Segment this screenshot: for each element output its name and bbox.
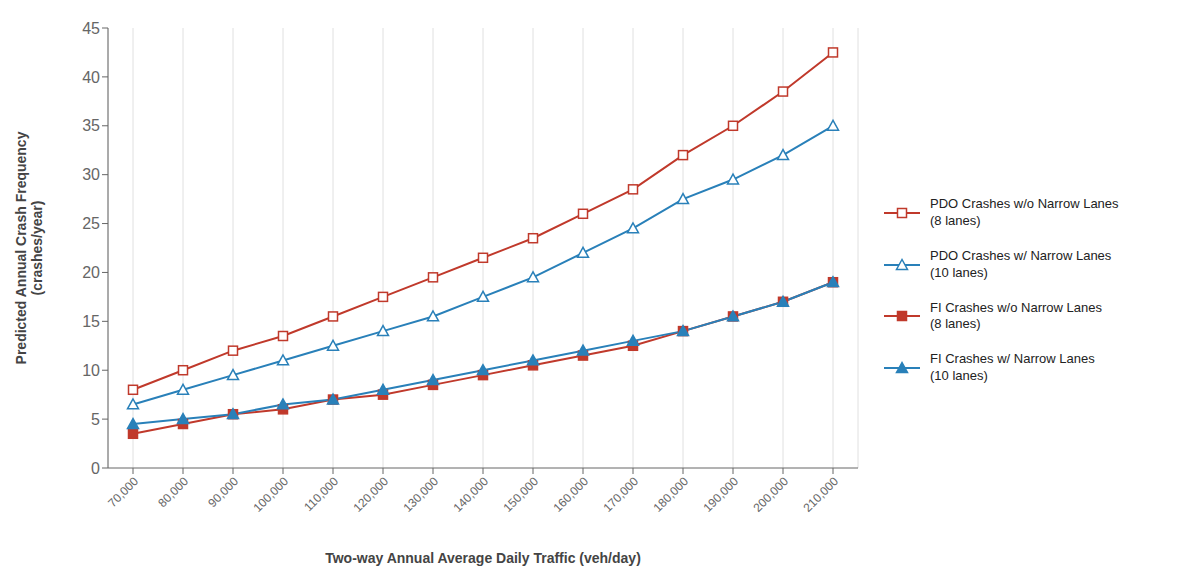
svg-text:30: 30 <box>82 166 100 183</box>
svg-text:150,000: 150,000 <box>501 474 542 515</box>
svg-text:80,000: 80,000 <box>155 474 191 510</box>
html-text:FI Crashes w/ Narrow Lanes (10: FI Crashes w/ Narrow Lanes (10 lanes) <box>930 351 1095 384</box>
svg-text:170,000: 170,000 <box>601 474 642 515</box>
svg-text:20: 20 <box>82 264 100 281</box>
svg-text:0: 0 <box>91 460 100 477</box>
svg-text:15: 15 <box>82 313 100 330</box>
svg-text:210,000: 210,000 <box>801 474 842 515</box>
svg-text:Two-way Annual Average Daily T: Two-way Annual Average Daily Traffic (ve… <box>325 550 641 566</box>
svg-text:190,000: 190,000 <box>701 474 742 515</box>
svg-text:110,000: 110,000 <box>301 474 341 514</box>
svg-text:120,000: 120,000 <box>351 474 392 515</box>
svg-text:160,000: 160,000 <box>551 474 592 515</box>
svg-text:35: 35 <box>82 117 100 134</box>
svg-text:180,000: 180,000 <box>651 474 692 515</box>
html-text:FI Crashes w/o Narrow Lanes (8: FI Crashes w/o Narrow Lanes (8 lanes) <box>930 299 1102 332</box>
svg-text:Predicted Annual Crash Frequen: Predicted Annual Crash Frequency(crashes… <box>13 131 46 364</box>
svg-text:100,000: 100,000 <box>251 474 292 515</box>
svg-text:90,000: 90,000 <box>205 474 241 510</box>
svg-text:45: 45 <box>82 20 100 37</box>
svg-text:130,000: 130,000 <box>401 474 442 515</box>
svg-text:40: 40 <box>82 69 100 86</box>
html-text:PDO Crashes w/o Narrow Lanes (: PDO Crashes w/o Narrow Lanes (8 lanes) <box>930 195 1119 228</box>
svg-text:70,000: 70,000 <box>105 474 141 510</box>
svg-text:200,000: 200,000 <box>751 474 792 515</box>
svg-text:140,000: 140,000 <box>451 474 492 515</box>
svg-text:25: 25 <box>82 215 100 232</box>
svg-text:10: 10 <box>82 362 100 379</box>
svg-text:5: 5 <box>91 411 100 428</box>
html-text:PDO Crashes w/ Narrow Lanes (1: PDO Crashes w/ Narrow Lanes (10 lanes) <box>930 247 1112 280</box>
